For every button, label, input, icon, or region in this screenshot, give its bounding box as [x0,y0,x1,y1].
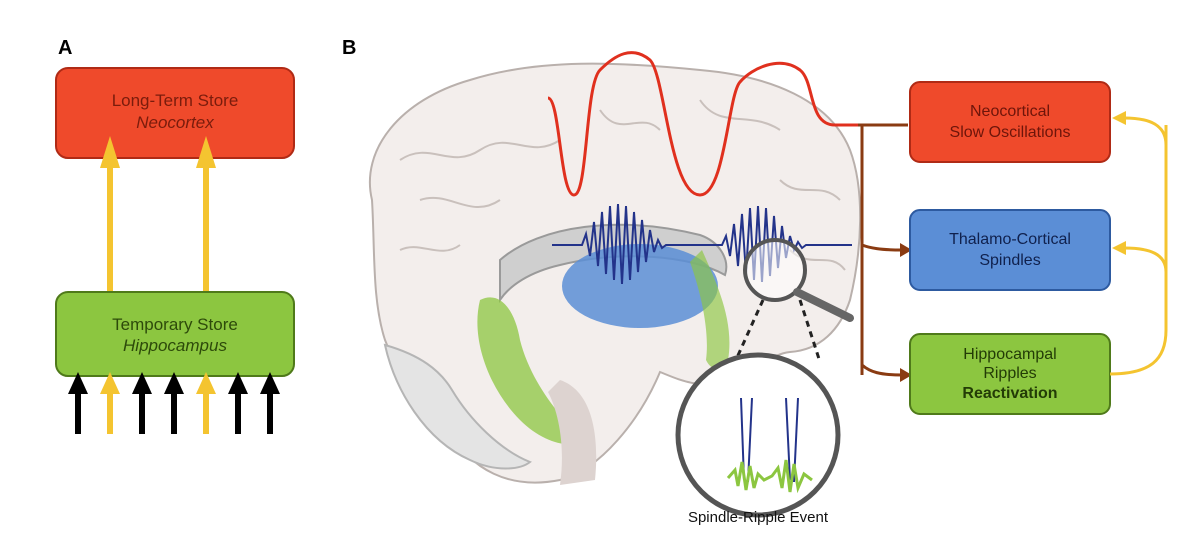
feedback-to-spindles [1123,246,1168,273]
feedback-to-spindles-head [1112,241,1126,255]
input-arrow-black [132,372,152,434]
ripple-connector-head [900,368,912,382]
zoomed-ripple-trace [726,459,813,494]
temporary-store-box: Temporary Store Hippocampus [55,291,295,377]
spindle-connector [861,243,903,252]
zoom-line-left [733,299,765,363]
ripple-connector [861,363,903,377]
hippocampal-ripples-box: Hippocampal Ripples Reactivation [909,333,1111,415]
hippocampus-left [477,297,585,445]
cerebellum [383,343,532,470]
input-arrows [68,372,280,434]
brainstem [548,380,597,485]
spindle-connector-head [900,243,912,257]
feedback-to-slow-osc-head [1112,111,1126,125]
zoomed-spindle-ripple-circle [675,352,841,518]
brain-gyri [399,99,846,271]
slow-osc-line1: Neocortical [970,103,1050,120]
consolidation-arrowhead-right [196,136,216,168]
neocortical-slow-oscillations-box: Neocortical Slow Oscillations [909,81,1111,163]
ripples-line3: Reactivation [962,385,1057,402]
slow-osc-line2: Slow Oscillations [950,124,1071,141]
yellow-feedback-arrows [1109,111,1168,376]
feedback-to-slow-osc [1123,116,1168,146]
slow-oscillation-wave [547,51,858,197]
input-arrow-black [228,372,248,434]
temporary-store-title: Temporary Store [112,315,238,334]
magnifier-lens [743,238,854,322]
input-arrow-yellow [100,372,120,434]
long-term-store-region: Neocortex [136,113,214,132]
brown-connector-arrows [858,123,912,382]
long-term-store-box: Long-Term Store Neocortex [55,67,295,159]
consolidation-arrowhead-left [100,136,120,168]
panel-a-label: A [58,37,72,59]
spindles-line2: Spindles [979,252,1040,269]
input-arrow-black [260,372,280,434]
consolidation-arrows [100,136,216,292]
thalamus [562,244,718,328]
input-arrow-yellow [196,372,216,434]
spindle-wave-1 [552,203,700,285]
spindles-line1: Thalamo-Cortical [949,231,1071,248]
thalamo-cortical-spindles-box: Thalamo-Cortical Spindles [909,209,1111,291]
long-term-store-title: Long-Term Store [112,91,239,110]
input-arrow-black [164,372,184,434]
spindle-ripple-caption: Spindle-Ripple Event [688,509,829,526]
input-arrow-black [68,372,88,434]
panel-b-label: B [342,37,356,59]
ripples-line2: Ripples [983,365,1036,382]
temporary-store-region: Hippocampus [123,336,227,355]
hippocampus-right [690,250,730,369]
ripples-line1: Hippocampal [963,346,1056,363]
ripple-feedback-line [1109,125,1168,376]
